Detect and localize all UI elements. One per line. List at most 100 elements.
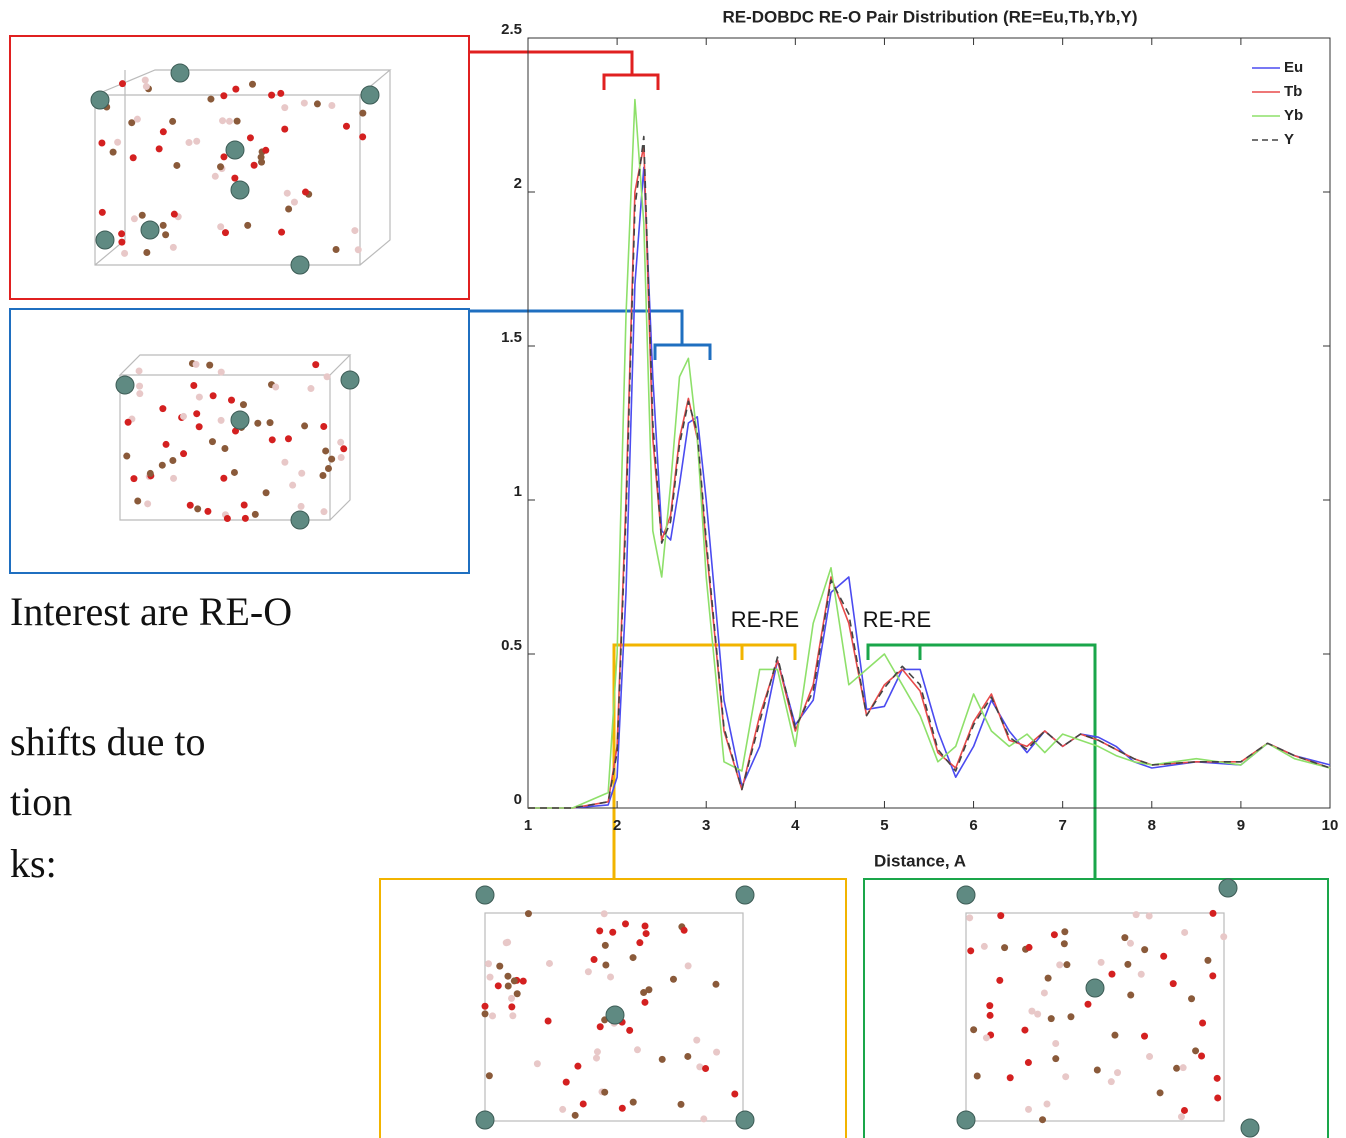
atom [98,208,106,216]
atom [621,920,629,928]
atom [118,80,126,88]
atom [138,211,146,219]
atom [289,481,297,489]
atom [1025,1105,1033,1113]
atom [1097,958,1105,966]
connector [866,643,1097,880]
atom [1141,946,1149,954]
atom [1132,911,1140,919]
atom [221,229,229,237]
metal-atom [225,140,245,160]
atom [645,986,653,994]
chart: RE-DOBDC RE-O Pair Distribution (RE=Eu,T… [501,7,1338,870]
atom [209,392,217,400]
atom [1156,1089,1164,1097]
plot-frame [527,37,1331,809]
x-axis-label: Distance, A [874,851,966,870]
structure-box [9,35,470,300]
atom [485,1072,493,1080]
atom [207,95,215,103]
atom [1181,928,1189,936]
atom [1209,909,1217,917]
atom [217,163,225,171]
atom [206,361,214,369]
metal-atom [340,370,360,390]
atom [300,99,308,107]
atom [231,174,239,182]
atom [223,514,231,522]
atom [1188,995,1196,1003]
metal-atom [956,1110,976,1130]
atom [1141,1032,1149,1040]
atom [241,514,249,522]
slide-text: tion [10,779,72,824]
slide-text: ks: [10,841,57,886]
atom [504,982,512,990]
annotation: RE-RE [731,607,799,632]
atom [208,438,216,446]
y-tick-label: 2.5 [501,21,522,38]
atom [571,1111,579,1119]
atom [217,368,225,376]
atom [268,91,276,99]
metal-atom [1240,1118,1260,1138]
atom [967,947,975,955]
atom [162,231,170,239]
metal-atom [735,1110,755,1130]
metal-atom [290,255,310,275]
atom [1145,912,1153,920]
atom [239,401,247,409]
atom [109,148,117,156]
atom [629,1098,637,1106]
atom [244,221,252,229]
atom [1192,1047,1200,1055]
atom [302,188,310,196]
atom [590,956,598,964]
atom [502,939,510,947]
atom [290,198,298,206]
atom [524,910,532,918]
annotation: RE-RE [863,607,931,632]
atom [233,117,241,125]
metal-atom [475,1110,495,1130]
atom [313,100,321,108]
atom [618,1104,626,1112]
atom [997,912,1005,920]
atom [121,249,129,257]
x-tick-label: 1 [524,817,532,834]
atom [328,101,336,109]
atom [1160,952,1168,960]
legend-label: Tb [1284,83,1302,100]
atom [494,982,502,990]
atom [1043,1100,1051,1108]
atom [1063,961,1071,969]
atom [159,405,167,413]
atom [1124,960,1132,968]
atom [1198,1052,1206,1060]
y-tick-label: 0 [514,791,522,808]
atom [1021,1026,1029,1034]
atom [118,230,126,238]
atom [973,1072,981,1080]
atom [1127,991,1135,999]
atom [170,210,178,218]
atom [1213,1074,1221,1082]
atom [593,1048,601,1056]
atom [219,117,227,125]
atom [1107,1078,1115,1086]
atom [1062,1073,1070,1081]
atom [319,471,327,479]
atom [351,227,359,235]
atom [1061,928,1069,936]
atom [180,450,188,458]
atom [601,941,609,949]
slide-text: Interest are RE-O [10,589,292,634]
atom [986,1011,994,1019]
atom [641,922,649,930]
atom [1220,933,1228,941]
atom [1093,1066,1101,1074]
atom [180,412,188,420]
atom [320,508,328,516]
x-tick-label: 10 [1322,817,1339,834]
atom [680,926,688,934]
